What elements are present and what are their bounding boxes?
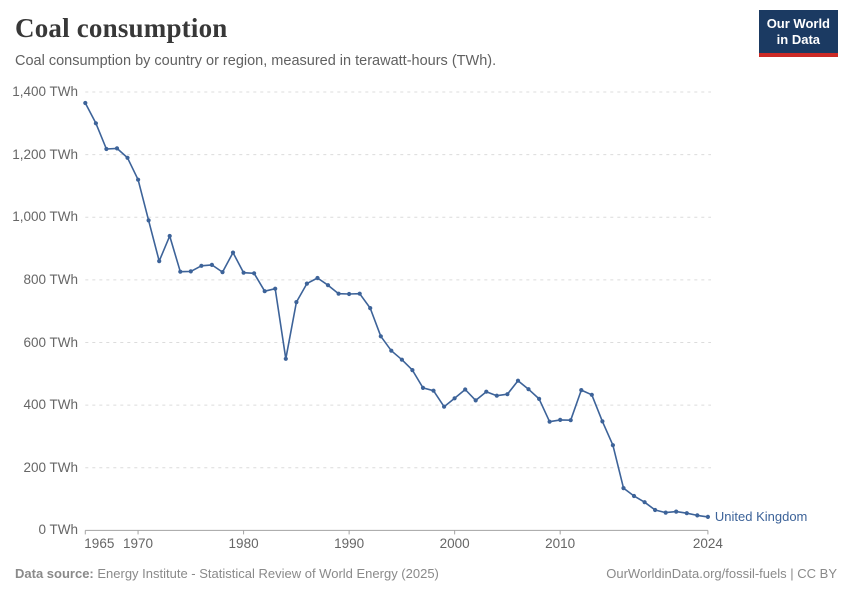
data-point[interactable] — [93, 121, 98, 126]
owid-logo[interactable]: Our World in Data — [758, 10, 838, 57]
data-point[interactable] — [600, 419, 605, 424]
data-point[interactable] — [452, 396, 457, 401]
y-tick-label: 800 TWh — [23, 271, 78, 287]
data-point[interactable] — [389, 348, 394, 353]
data-point[interactable] — [442, 404, 447, 409]
data-point[interactable] — [378, 334, 383, 339]
y-tick-label: 0 TWh — [38, 522, 78, 538]
page-title: Coal consumption — [15, 13, 228, 43]
data-point[interactable] — [705, 514, 711, 520]
data-point[interactable] — [674, 509, 679, 514]
data-point[interactable] — [304, 281, 309, 286]
chart-footer: Data source: Energy Institute - Statisti… — [15, 566, 837, 581]
data-point[interactable] — [473, 398, 478, 403]
series-label-united-kingdom: United Kingdom — [714, 508, 808, 524]
data-point[interactable] — [114, 146, 120, 151]
x-tick-label: 2010 — [545, 536, 576, 551]
data-point[interactable] — [252, 271, 257, 276]
data-point[interactable] — [653, 507, 658, 513]
data-point[interactable] — [589, 392, 594, 397]
y-tick-label: 1,200 TWh — [12, 146, 78, 162]
data-source-label: Data source: — [15, 566, 94, 581]
data-point[interactable] — [568, 418, 573, 423]
data-point[interactable] — [273, 286, 278, 291]
data-point[interactable] — [146, 218, 151, 223]
data-point[interactable] — [695, 513, 700, 518]
data-point[interactable] — [283, 356, 288, 361]
data-point[interactable] — [505, 392, 510, 397]
y-tick-label: 600 TWh — [23, 334, 78, 350]
y-tick-label: 200 TWh — [23, 459, 78, 475]
chart-subtitle: Coal consumption by country or region, m… — [15, 53, 497, 69]
data-point[interactable] — [558, 417, 563, 422]
data-point[interactable] — [547, 419, 552, 424]
data-source-note: Data source: Energy Institute - Statisti… — [15, 566, 439, 581]
data-point[interactable] — [230, 250, 236, 255]
x-tick-label: 1965 — [84, 536, 115, 551]
data-point[interactable] — [347, 291, 352, 297]
data-point[interactable] — [410, 368, 415, 373]
owid-logo-line2: in Data — [776, 32, 821, 48]
data-point[interactable] — [621, 486, 626, 491]
data-point[interactable] — [104, 146, 109, 152]
owid-url-link[interactable]: OurWorldinData.org/fossil-fuels — [606, 566, 787, 581]
data-point[interactable] — [220, 270, 225, 275]
data-point[interactable] — [420, 385, 426, 390]
x-tick-label: 2024 — [692, 536, 723, 551]
data-point[interactable] — [610, 443, 616, 448]
data-point[interactable] — [157, 259, 162, 264]
data-point[interactable] — [494, 393, 499, 398]
data-point[interactable] — [125, 155, 130, 160]
x-tick-label: 1980 — [228, 536, 259, 551]
data-source-text: Energy Institute - Statistical Review of… — [93, 566, 439, 581]
data-point[interactable] — [325, 283, 331, 288]
data-point[interactable] — [631, 493, 637, 499]
data-point[interactable] — [399, 357, 404, 362]
data-point[interactable] — [315, 275, 320, 281]
data-point[interactable] — [178, 269, 183, 274]
data-point[interactable] — [241, 270, 246, 275]
owid-logo-line1: Our World — [766, 16, 830, 31]
y-tick-label: 1,000 TWh — [12, 209, 78, 225]
data-point[interactable] — [663, 510, 668, 515]
x-tick-label: 1990 — [334, 536, 365, 551]
data-point[interactable] — [537, 396, 542, 401]
footer-links: OurWorldinData.org/fossil-fuels | CC BY — [606, 566, 837, 581]
data-point[interactable] — [136, 177, 141, 182]
x-tick-label: 1970 — [123, 536, 154, 551]
data-point[interactable] — [463, 387, 468, 392]
data-point[interactable] — [526, 387, 531, 392]
license-link[interactable]: CC BY — [797, 566, 837, 581]
data-point[interactable] — [357, 291, 362, 296]
y-tick-label: 1,400 TWh — [12, 84, 78, 99]
data-point[interactable] — [209, 262, 214, 267]
data-point[interactable] — [368, 306, 373, 311]
data-point[interactable] — [642, 500, 647, 505]
data-point[interactable] — [188, 269, 193, 274]
footer-separator: | — [786, 566, 798, 581]
data-point[interactable] — [431, 388, 436, 393]
data-point[interactable] — [579, 388, 584, 393]
data-line-united-kingdom — [84, 102, 709, 518]
data-point[interactable] — [515, 378, 521, 383]
data-point[interactable] — [684, 511, 689, 516]
y-tick-label: 400 TWh — [23, 397, 78, 413]
data-point[interactable] — [167, 233, 172, 239]
data-point[interactable] — [336, 291, 341, 296]
data-point[interactable] — [262, 289, 267, 294]
data-point[interactable] — [294, 300, 299, 305]
data-point[interactable] — [484, 389, 489, 394]
data-point[interactable] — [83, 100, 88, 106]
data-point[interactable] — [199, 263, 204, 268]
x-tick-label: 2000 — [439, 536, 470, 551]
